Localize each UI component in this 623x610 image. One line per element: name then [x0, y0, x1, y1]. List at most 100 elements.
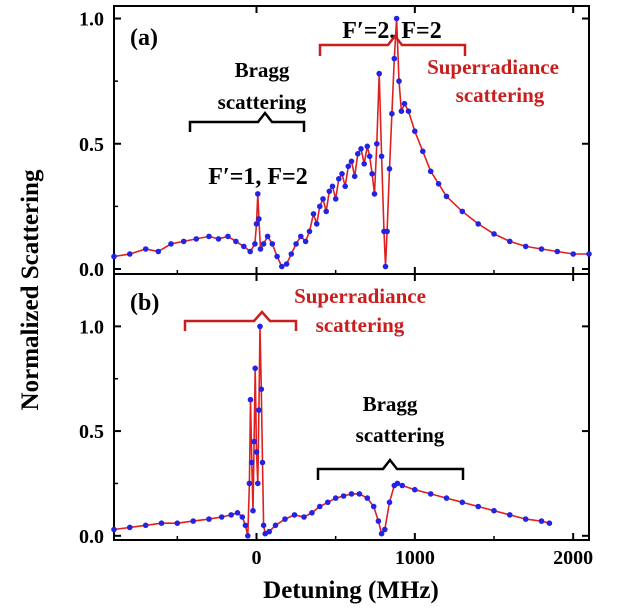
panel-a-bragg-label-2: scattering — [218, 90, 307, 114]
data-point-a-56 — [386, 166, 393, 172]
data-point-b-18 — [252, 365, 258, 372]
data-point-b-53 — [491, 507, 497, 514]
data-point-a-62 — [401, 100, 408, 107]
data-point-b-46 — [394, 480, 401, 487]
panel-a-superradiance-label-2: scattering — [456, 83, 545, 107]
data-point-a-36 — [332, 196, 339, 202]
data-point-b-12 — [245, 533, 251, 539]
data-point-b-0 — [111, 526, 117, 533]
data-point-b-7 — [218, 514, 225, 520]
data-point-b-14 — [247, 396, 254, 403]
data-point-a-13 — [252, 241, 258, 247]
data-point-a-42 — [351, 173, 358, 180]
panel-a-superradiance-label: Superradiance — [427, 55, 559, 79]
panel-b: 0.0 0.5 1.0 0 1000 2000 (b) Superradiance sca… — [79, 273, 593, 569]
panel-a-bragg-bracket — [188, 110, 306, 132]
data-point-b-57 — [546, 520, 553, 526]
y-tick-label-a-0: 0.0 — [79, 259, 104, 281]
data-point-a-1 — [127, 251, 133, 257]
data-point-a-10 — [233, 238, 239, 245]
data-point-a-35 — [329, 183, 336, 190]
data-point-b-31 — [301, 514, 307, 520]
data-point-a-30 — [313, 221, 320, 227]
data-point-b-11 — [242, 522, 249, 529]
data-point-b-48 — [412, 486, 418, 493]
data-point-b-21 — [256, 407, 262, 413]
data-point-a-60 — [396, 78, 402, 84]
data-point-b-1 — [127, 524, 133, 531]
data-point-a-31 — [317, 203, 323, 210]
data-point-b-3 — [158, 520, 165, 526]
data-point-b-28 — [272, 522, 279, 529]
panel-b-superradiance-label-2: scattering — [316, 313, 405, 337]
data-point-b-44 — [386, 499, 393, 506]
data-point-a-40 — [345, 163, 352, 170]
data-point-a-11 — [241, 243, 247, 250]
data-point-a-29 — [310, 211, 317, 217]
data-point-a-9 — [225, 233, 231, 240]
data-point-a-15 — [254, 191, 261, 197]
data-point-a-77 — [586, 251, 592, 257]
data-point-b-20 — [254, 480, 261, 487]
data-point-a-64 — [412, 128, 418, 134]
data-point-a-57 — [389, 110, 395, 117]
data-point-a-67 — [435, 181, 442, 187]
data-point-b-49 — [427, 491, 434, 497]
data-point-a-43 — [355, 151, 361, 157]
data-point-b-27 — [266, 528, 273, 535]
data-point-a-70 — [475, 221, 482, 227]
series-line-b-0 — [113, 326, 550, 536]
data-point-a-18 — [260, 241, 267, 247]
y-axis-title: Normalized Scattering — [17, 169, 44, 410]
data-point-b-13 — [246, 480, 253, 487]
data-point-a-28 — [306, 228, 313, 235]
panel-b-bragg-label-2: scattering — [356, 423, 445, 447]
data-point-a-32 — [320, 196, 326, 202]
data-point-a-16 — [256, 216, 262, 222]
panel-b-series — [111, 323, 553, 539]
data-point-a-8 — [215, 236, 222, 242]
data-point-a-46 — [364, 143, 371, 150]
data-point-b-42 — [378, 530, 385, 537]
data-point-a-7 — [206, 233, 212, 240]
data-point-b-36 — [340, 493, 347, 499]
data-point-b-5 — [190, 518, 196, 524]
data-point-a-73 — [522, 243, 529, 250]
panel-b-bragg-label: Bragg — [363, 392, 418, 416]
panel-a-series — [111, 15, 592, 270]
data-point-b-37 — [348, 491, 355, 497]
data-point-a-6 — [193, 236, 200, 242]
data-point-b-35 — [332, 495, 339, 501]
data-point-b-39 — [364, 495, 371, 501]
panel-b-label: (b) — [130, 290, 159, 316]
data-point-a-26 — [298, 233, 304, 240]
data-point-a-25 — [293, 241, 299, 247]
data-point-a-47 — [366, 153, 373, 160]
data-point-a-76 — [570, 251, 576, 257]
data-point-a-75 — [554, 248, 561, 255]
data-point-b-34 — [325, 499, 331, 506]
data-point-a-34 — [326, 188, 333, 195]
y-tick-label-b-0: 0.0 — [79, 526, 104, 548]
data-point-a-65 — [420, 148, 426, 155]
y-tick-label-b-2: 1.0 — [79, 316, 104, 338]
y-tick-label-a-1: 0.5 — [79, 134, 104, 156]
data-point-a-23 — [283, 261, 290, 267]
data-point-a-44 — [358, 146, 364, 152]
data-point-a-0 — [111, 253, 117, 260]
data-point-a-61 — [398, 108, 405, 114]
data-point-b-9 — [234, 510, 241, 516]
data-point-b-22 — [257, 323, 263, 330]
panel-a-label: (a) — [130, 25, 158, 51]
panel-a-bragg-label: Bragg — [235, 58, 290, 82]
data-point-a-54 — [382, 263, 389, 270]
data-point-b-30 — [291, 512, 298, 518]
panel-b-superradiance-label: Superradiance — [294, 284, 426, 308]
data-point-b-23 — [258, 386, 265, 393]
data-point-a-74 — [538, 246, 545, 252]
x-tick-label-b-0: 0 — [252, 547, 262, 569]
data-point-b-54 — [507, 512, 513, 518]
data-point-a-71 — [491, 231, 497, 237]
data-point-a-2 — [142, 246, 149, 252]
data-point-a-69 — [459, 208, 466, 215]
